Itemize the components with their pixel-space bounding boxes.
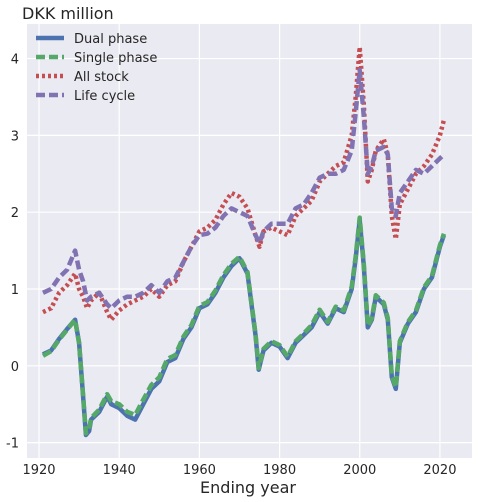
legend-label: Single phase (74, 51, 157, 66)
unit-label: DKK million (22, 4, 114, 23)
legend-entry-life-cycle: Life cycle (36, 89, 135, 104)
y-tick-label: 4 (11, 53, 19, 68)
legend-entry-all-stock: All stock (36, 70, 129, 85)
x-tick-label: 1980 (263, 463, 296, 478)
legend-entry-single-phase: Single phase (36, 51, 157, 66)
y-tick-label: 3 (11, 129, 19, 144)
x-axis-title: Ending year (200, 478, 296, 497)
y-tick-label: 2 (11, 206, 19, 221)
y-tick-label: 1 (11, 283, 19, 298)
x-tick-label: 2020 (423, 463, 456, 478)
legend-label: All stock (74, 70, 129, 85)
x-tick-label: 1920 (22, 463, 55, 478)
legend-label: Dual phase (74, 32, 147, 47)
y-axis-ticks: -1 0 1 2 3 4 (6, 53, 19, 452)
series-layer (41, 44, 447, 438)
legend-label: Life cycle (74, 89, 135, 104)
x-tick-label: 1960 (183, 463, 216, 478)
y-tick-label: -1 (6, 437, 19, 452)
x-axis-ticks: 1920 1940 1960 1980 2000 2020 (22, 463, 456, 478)
series-line-single-phase (41, 215, 447, 436)
legend: Dual phase Single phase All stock Life cycl… (36, 32, 157, 104)
x-tick-label: 2000 (343, 463, 376, 478)
series-line-life-cycle (42, 67, 446, 311)
x-tick-label: 1940 (103, 463, 136, 478)
legend-entry-dual-phase: Dual phase (36, 32, 147, 47)
y-tick-label: 0 (11, 360, 19, 375)
